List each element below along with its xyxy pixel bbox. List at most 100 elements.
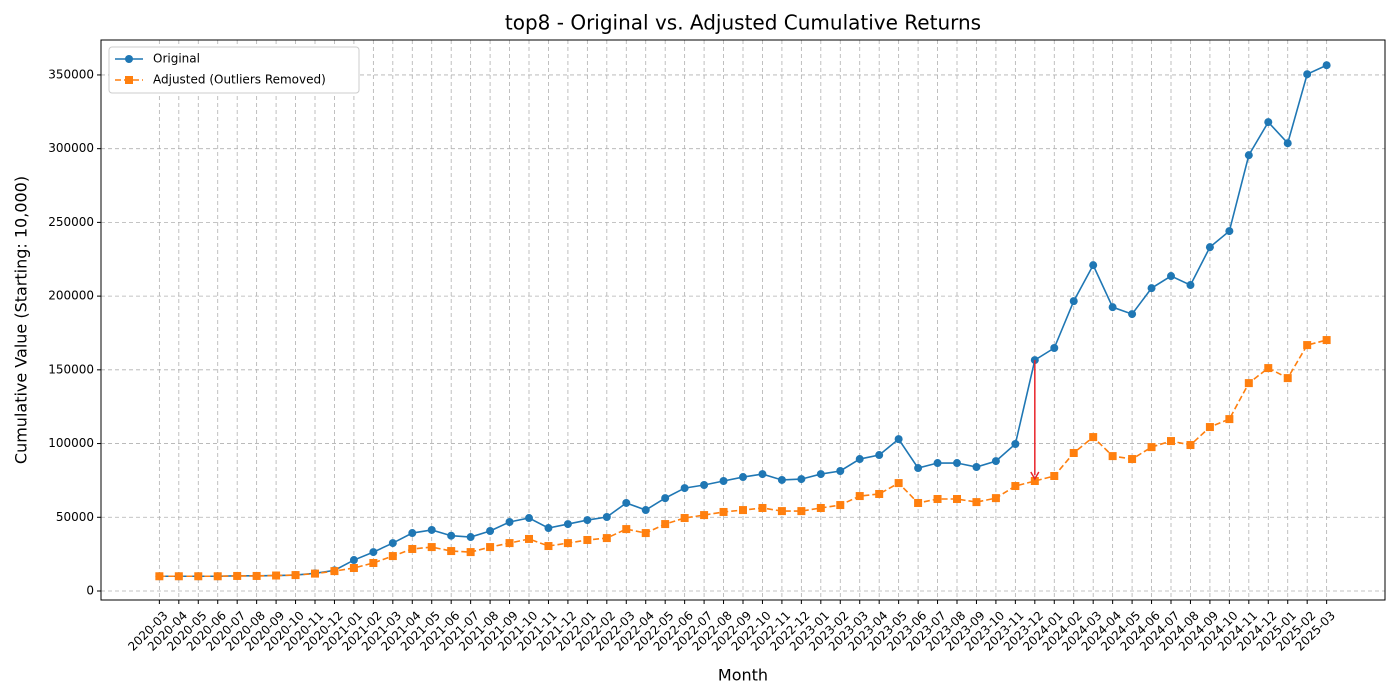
point [836, 466, 845, 475]
point [1069, 448, 1078, 457]
point [1244, 151, 1253, 160]
point [758, 470, 767, 479]
point [505, 518, 514, 527]
y-tick-label: 100000 [48, 436, 94, 450]
point [447, 531, 456, 540]
point [1147, 284, 1156, 293]
point [1225, 415, 1234, 424]
y-tick-label: 250000 [48, 215, 94, 229]
point [933, 459, 942, 468]
point [544, 524, 553, 533]
plot-frame [100, 39, 1386, 601]
point [661, 520, 670, 529]
point [680, 514, 689, 523]
point [155, 572, 164, 581]
point [972, 498, 981, 507]
point [602, 512, 611, 521]
point [486, 526, 495, 535]
point [758, 503, 767, 512]
point [836, 501, 845, 510]
point [1264, 118, 1273, 127]
y-tick-label: 200000 [48, 289, 94, 303]
point [213, 572, 222, 581]
point [369, 548, 378, 557]
point [233, 571, 242, 580]
point [1205, 243, 1214, 252]
point [914, 464, 923, 473]
point [1011, 482, 1020, 491]
point [661, 494, 670, 503]
point [739, 506, 747, 515]
legend-marker [125, 76, 133, 84]
x-axis-label: Month [718, 666, 768, 685]
legend-marker [125, 55, 133, 63]
point [1089, 261, 1098, 270]
y-tick-label: 50000 [56, 510, 94, 524]
point [816, 503, 825, 512]
y-tick-label: 350000 [48, 67, 94, 81]
point [700, 511, 709, 520]
point [1011, 440, 1020, 449]
point [1108, 303, 1117, 312]
point [466, 548, 475, 557]
point [816, 470, 825, 479]
point [875, 451, 884, 460]
point [719, 477, 728, 486]
point [174, 572, 183, 581]
point [427, 543, 436, 552]
point [447, 547, 456, 556]
point [563, 539, 572, 548]
point [1128, 310, 1137, 319]
point [1069, 297, 1078, 306]
point [739, 473, 747, 482]
point [914, 498, 923, 507]
point [505, 539, 514, 548]
point [408, 529, 417, 538]
point [622, 498, 631, 507]
point [972, 463, 981, 472]
point [408, 544, 417, 553]
point [349, 564, 358, 573]
point [1283, 374, 1292, 383]
point [1303, 341, 1312, 350]
point [583, 516, 592, 525]
point [1167, 437, 1175, 446]
point [1225, 227, 1234, 236]
legend-label: Original [153, 52, 200, 66]
y-tick-label: 0 [86, 584, 94, 598]
y-tick-label: 300000 [48, 141, 94, 155]
point [252, 571, 261, 580]
point [388, 539, 397, 548]
y-axis-label: Cumulative Value (Starting: 10,000) [12, 176, 31, 464]
point [777, 475, 786, 484]
point [991, 457, 1000, 466]
point [1128, 455, 1137, 464]
point [1264, 364, 1273, 373]
point [486, 543, 495, 552]
point [1050, 344, 1059, 353]
point [1186, 441, 1195, 450]
point [1030, 477, 1039, 486]
point [855, 455, 864, 464]
point [1108, 452, 1117, 461]
point [544, 542, 553, 551]
point [797, 507, 806, 516]
point [1322, 61, 1331, 70]
point [330, 567, 339, 576]
point [1050, 471, 1059, 480]
point [894, 435, 903, 444]
point [641, 529, 650, 538]
point [719, 507, 728, 516]
point [194, 572, 203, 581]
legend: Original Adjusted (Outliers Removed) [108, 46, 360, 94]
point [525, 514, 533, 523]
point [525, 534, 533, 543]
point [855, 492, 864, 501]
point [1322, 336, 1331, 345]
point [894, 479, 903, 488]
point [388, 552, 397, 561]
chart-title: top8 - Original vs. Adjusted Cumulative … [505, 11, 981, 35]
point [1283, 139, 1292, 148]
legend-label: Adjusted (Outliers Removed) [153, 73, 326, 87]
